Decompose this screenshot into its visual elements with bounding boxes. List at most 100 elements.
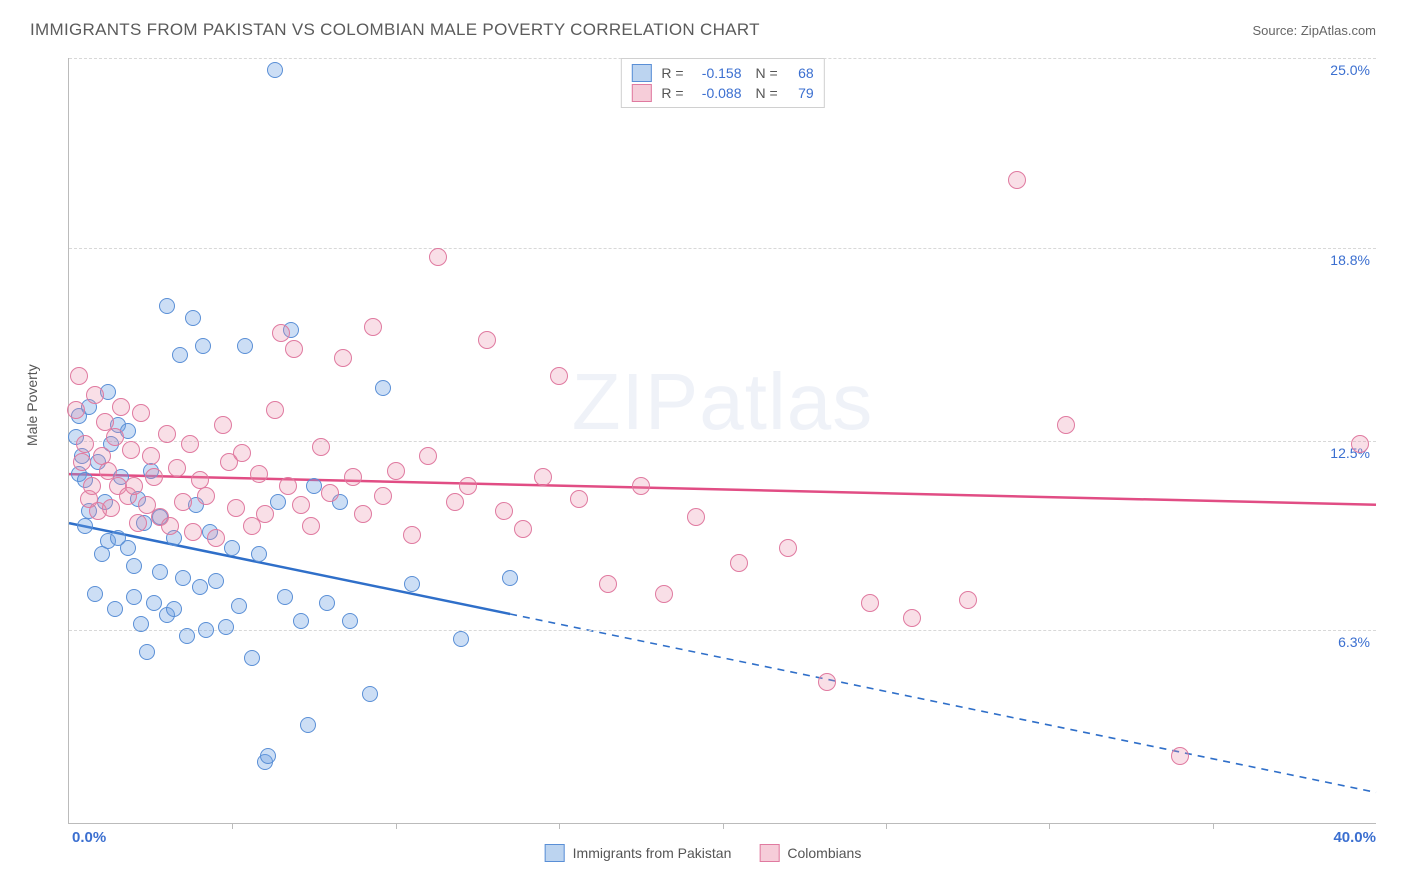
point-colombian <box>214 416 232 434</box>
point-colombian <box>106 428 124 446</box>
point-pakistan <box>453 631 469 647</box>
point-colombian <box>76 435 94 453</box>
point-pakistan <box>267 62 283 78</box>
point-colombian <box>168 459 186 477</box>
point-colombian <box>419 447 437 465</box>
point-pakistan <box>375 380 391 396</box>
legend-stats-row: R =-0.088N =79 <box>631 83 813 103</box>
point-colombian <box>102 499 120 517</box>
point-pakistan <box>293 613 309 629</box>
point-pakistan <box>146 595 162 611</box>
x-tick <box>559 823 560 829</box>
point-colombian <box>1057 416 1075 434</box>
point-colombian <box>197 487 215 505</box>
point-pakistan <box>231 598 247 614</box>
x-axis-min-label: 0.0% <box>72 829 106 846</box>
point-pakistan <box>362 686 378 702</box>
x-tick <box>1213 823 1214 829</box>
point-colombian <box>207 529 225 547</box>
point-colombian <box>459 477 477 495</box>
point-colombian <box>122 441 140 459</box>
legend-swatch <box>545 844 565 862</box>
y-axis-label: Male Poverty <box>24 364 40 446</box>
gridline <box>69 248 1376 249</box>
n-value: 79 <box>784 85 814 101</box>
point-pakistan <box>198 622 214 638</box>
point-pakistan <box>77 518 93 534</box>
point-pakistan <box>502 570 518 586</box>
point-colombian <box>779 539 797 557</box>
point-colombian <box>129 514 147 532</box>
legend-label: Colombians <box>787 845 861 861</box>
point-pakistan <box>126 558 142 574</box>
legend-stats-row: R =-0.158N =68 <box>631 63 813 83</box>
gridline <box>69 441 1376 442</box>
point-pakistan <box>404 576 420 592</box>
legend-swatch <box>631 64 651 82</box>
point-pakistan <box>270 494 286 510</box>
point-colombian <box>184 523 202 541</box>
point-pakistan <box>319 595 335 611</box>
point-colombian <box>302 517 320 535</box>
point-colombian <box>233 444 251 462</box>
point-pakistan <box>87 586 103 602</box>
point-colombian <box>145 468 163 486</box>
point-colombian <box>403 526 421 544</box>
point-colombian <box>446 493 464 511</box>
point-colombian <box>73 453 91 471</box>
x-tick <box>723 823 724 829</box>
legend-bottom: Immigrants from Pakistan Colombians <box>545 844 862 862</box>
point-colombian <box>387 462 405 480</box>
point-pakistan <box>166 601 182 617</box>
x-tick <box>1049 823 1050 829</box>
point-colombian <box>1351 435 1369 453</box>
point-colombian <box>312 438 330 456</box>
n-value: 68 <box>784 65 814 81</box>
r-value: -0.088 <box>690 85 742 101</box>
n-label: N = <box>756 85 778 101</box>
gridline <box>69 630 1376 631</box>
point-colombian <box>655 585 673 603</box>
legend-item: Immigrants from Pakistan <box>545 844 732 862</box>
point-pakistan <box>172 347 188 363</box>
point-pakistan <box>126 589 142 605</box>
y-tick-label: 18.8% <box>1330 252 1370 268</box>
point-pakistan <box>175 570 191 586</box>
y-tick-label: 6.3% <box>1338 634 1370 650</box>
x-axis-max-label: 40.0% <box>1333 829 1376 846</box>
point-colombian <box>478 331 496 349</box>
point-colombian <box>354 505 372 523</box>
point-colombian <box>1171 747 1189 765</box>
point-colombian <box>334 349 352 367</box>
point-colombian <box>161 517 179 535</box>
correlation-chart: IMMIGRANTS FROM PAKISTAN VS COLOMBIAN MA… <box>20 20 1386 872</box>
point-pakistan <box>107 601 123 617</box>
point-colombian <box>632 477 650 495</box>
point-colombian <box>70 367 88 385</box>
point-colombian <box>818 673 836 691</box>
point-colombian <box>570 490 588 508</box>
point-pakistan <box>342 613 358 629</box>
point-colombian <box>227 499 245 517</box>
plot-area: ZIPatlas R =-0.158N =68R =-0.088N =79 6.… <box>68 58 1376 824</box>
point-colombian <box>256 505 274 523</box>
point-pakistan <box>224 540 240 556</box>
r-value: -0.158 <box>690 65 742 81</box>
x-tick <box>232 823 233 829</box>
point-pakistan <box>244 650 260 666</box>
point-colombian <box>174 493 192 511</box>
trendline-extrapolated <box>510 614 1376 792</box>
point-pakistan <box>159 298 175 314</box>
point-colombian <box>599 575 617 593</box>
legend-item: Colombians <box>759 844 861 862</box>
point-colombian <box>142 447 160 465</box>
point-colombian <box>429 248 447 266</box>
point-colombian <box>250 465 268 483</box>
point-colombian <box>292 496 310 514</box>
x-tick <box>396 823 397 829</box>
point-colombian <box>86 386 104 404</box>
point-colombian <box>514 520 532 538</box>
point-colombian <box>181 435 199 453</box>
legend-swatch <box>759 844 779 862</box>
legend-stats-box: R =-0.158N =68R =-0.088N =79 <box>620 58 824 108</box>
